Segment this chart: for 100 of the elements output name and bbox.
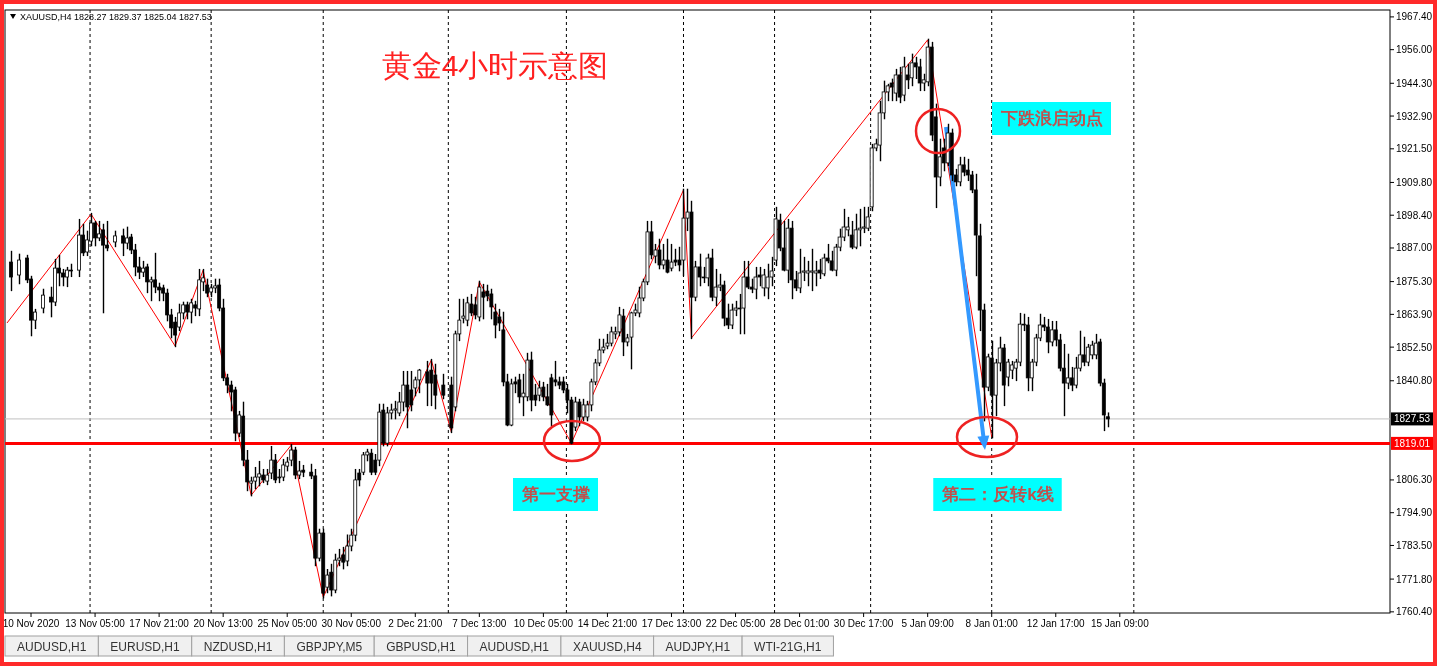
candlestick: [665, 238, 670, 274]
candlestick: [577, 398, 582, 427]
candlestick: [481, 283, 486, 320]
candlestick: [797, 248, 802, 294]
candlestick: [101, 223, 105, 314]
annotation: 下跌浪启动点: [1000, 109, 1103, 128]
candlestick: [469, 293, 474, 317]
candlestick: [145, 263, 149, 294]
candlestick: [125, 226, 129, 250]
y-tick-label: 1852.50: [1396, 341, 1433, 353]
candlestick: [441, 373, 446, 400]
candlestick: [609, 326, 614, 347]
text: GBPUSD,H1: [386, 640, 456, 654]
text: EURUSD,H1: [110, 640, 181, 654]
candlestick: [857, 208, 862, 247]
x-tick-label: 15 Jan 09:00: [1090, 618, 1150, 629]
candlestick: [913, 56, 918, 80]
text: GBPJPY,M5: [296, 640, 363, 654]
candlestick: [669, 243, 674, 272]
ref-line-label: 1819.01: [1394, 437, 1431, 449]
candlestick: [93, 220, 97, 247]
candlestick: [729, 303, 734, 330]
y-tick-label: 1932.90: [1396, 110, 1433, 122]
candlestick: [341, 546, 346, 570]
y-tick-label: 1840.80: [1396, 375, 1433, 387]
y-tick-label: 1794.90: [1396, 507, 1433, 519]
candlestick: [1081, 336, 1086, 367]
candlestick: [657, 238, 662, 270]
x-tick-label: 30 Nov 05:00: [321, 618, 382, 629]
y-tick-label: 1921.50: [1396, 143, 1433, 155]
candlestick: [417, 368, 422, 394]
text: WTI-21G,H1: [754, 640, 822, 654]
text: AUDUSD,H1: [479, 640, 550, 654]
candlestick: [909, 53, 914, 87]
text: XAUUSD,H4: [572, 640, 642, 654]
candlestick: [465, 296, 470, 327]
candlestick: [581, 398, 586, 422]
candlestick: [1049, 320, 1054, 347]
x-tick-label: 10 Nov 2020: [2, 618, 60, 629]
annotation: 第二：反转k线: [941, 485, 1054, 504]
text: AUDJPY,H1: [665, 640, 731, 654]
candlestick: [765, 263, 770, 300]
x-tick-label: 13 Nov 05:00: [65, 618, 126, 629]
y-tick-label: 1760.40: [1396, 606, 1433, 618]
x-tick-label: 17 Dec 13:00: [641, 618, 702, 629]
candlestick: [661, 243, 666, 270]
candlestick: [805, 260, 810, 287]
y-tick-label: 1898.40: [1396, 209, 1433, 221]
y-tick-label: 1909.80: [1396, 176, 1433, 188]
y-tick-label: 1806.30: [1396, 474, 1433, 486]
text: 黄金4小时示意图: [381, 49, 609, 82]
text: NZDUSD,H1: [203, 640, 273, 654]
ref-line-label: 1827.53: [1394, 413, 1431, 425]
candlestick: [1073, 356, 1078, 389]
candlestick: [281, 458, 286, 482]
x-tick-label: 2 Dec 21:00: [388, 618, 443, 629]
x-tick-label: 22 Dec 05:00: [705, 618, 766, 629]
x-tick-label: 25 Nov 05:00: [257, 618, 318, 629]
candlestick: [401, 370, 406, 412]
candlestick: [9, 250, 13, 292]
candlestick: [433, 363, 438, 410]
candlestick: [853, 213, 858, 250]
y-tick-label: 1956.00: [1396, 44, 1433, 56]
candlestick: [849, 220, 854, 250]
candlestick: [17, 253, 21, 285]
x-tick-label: 10 Dec 05:00: [513, 618, 574, 629]
candlestick: [409, 370, 414, 412]
y-tick-label: 1887.00: [1396, 242, 1433, 254]
candlestick: [65, 266, 69, 288]
candlestick: [893, 68, 898, 102]
candlestick: [41, 288, 45, 314]
x-tick-label: 5 Jan 09:00: [901, 618, 955, 629]
candlestick: [821, 253, 826, 277]
x-tick-label: 7 Dec 13:00: [452, 618, 507, 629]
candlestick: [537, 380, 542, 402]
candlestick: [405, 370, 410, 429]
candlestick: [345, 534, 350, 567]
candlestick: [917, 58, 922, 92]
x-tick-label: 20 Nov 13:00: [193, 618, 254, 629]
candlestick: [369, 448, 374, 476]
candlestick: [329, 563, 334, 597]
candlestick: [121, 228, 125, 257]
candlestick: [189, 298, 194, 324]
candlestick: [897, 66, 902, 104]
y-tick-label: 1967.40: [1396, 11, 1433, 23]
candlestick: [1065, 353, 1070, 390]
y-tick-label: 1771.80: [1396, 573, 1433, 585]
text: AUDUSD,H1: [17, 640, 87, 654]
x-tick-label: 14 Dec 21:00: [577, 618, 638, 629]
x-tick-label: 28 Dec 01:00: [769, 618, 830, 629]
chart-subtitle: XAUUSD,H4 1828.27 1829.37 1825.04 1827.53: [20, 12, 212, 22]
y-tick-label: 1863.90: [1396, 308, 1433, 320]
candlestick: [97, 220, 101, 242]
x-tick-label: 30 Dec 17:00: [833, 618, 894, 629]
candlestick: [257, 460, 262, 487]
candlestick: [425, 360, 430, 407]
annotation: 第一支撑: [521, 485, 590, 504]
y-tick-label: 1783.50: [1396, 539, 1433, 551]
y-tick-label: 1875.30: [1396, 276, 1433, 288]
x-tick-label: 17 Nov 21:00: [129, 618, 190, 629]
